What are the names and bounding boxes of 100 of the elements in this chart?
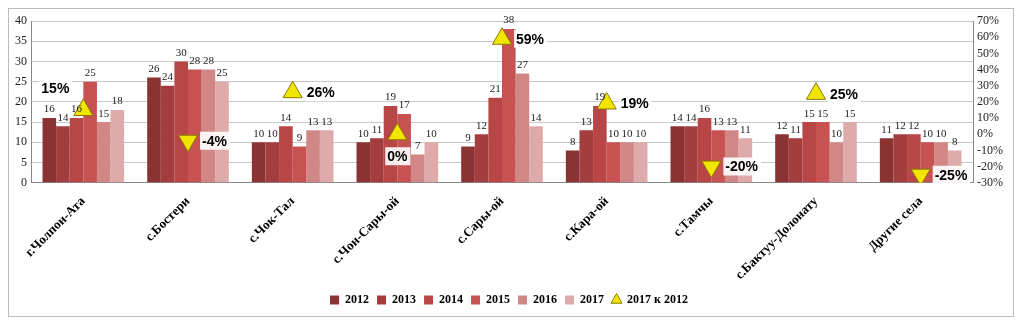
data-label: 9 [296, 130, 303, 143]
data-label: 16 [71, 102, 83, 115]
bar [670, 126, 685, 183]
y2-tick-label: -20% [977, 158, 1004, 173]
legend-label: 2017 [580, 292, 605, 307]
data-label: -4% [202, 132, 228, 149]
y2-tick-label: -30% [977, 174, 1004, 189]
bar [802, 122, 817, 183]
data-label: 13 [307, 114, 320, 127]
bar [356, 142, 371, 183]
data-label: 28 [202, 53, 215, 66]
bar [83, 81, 97, 183]
point [387, 122, 408, 141]
bar [265, 142, 280, 183]
y2-tick-label: 50% [977, 45, 1000, 60]
data-label: 13 [321, 114, 333, 127]
data-label: 24 [162, 70, 174, 83]
point [910, 168, 931, 183]
data-label: 12 [476, 118, 488, 131]
data-label: 15 [98, 106, 110, 119]
data-label: 38 [503, 13, 515, 26]
bar [370, 138, 384, 183]
data-label: 19 [385, 90, 397, 103]
data-label: 26 [148, 62, 160, 75]
bar [816, 122, 830, 183]
data-label: 10 [266, 126, 279, 139]
y-tick-label: 15 [15, 114, 27, 129]
data-label: 8 [951, 134, 958, 147]
data-label: 25% [830, 85, 859, 102]
bar [110, 109, 125, 183]
data-label: 10 [830, 126, 843, 139]
data-label: 18 [111, 94, 124, 107]
data-label: 12 [776, 118, 788, 131]
point [282, 80, 303, 99]
y2-tick-label: 70% [977, 13, 1000, 28]
data-label: 11 [881, 122, 892, 135]
data-label: 14 [685, 110, 697, 123]
data-label: 14 [57, 110, 69, 123]
data-label: 10 [621, 126, 634, 139]
bar [474, 134, 489, 183]
legend-label: 2014 [439, 292, 464, 307]
bar [251, 142, 266, 183]
bar [42, 118, 57, 183]
y2-tick-label: 10% [977, 110, 1000, 125]
data-label: 10 [357, 126, 370, 139]
data-label: 10 [921, 126, 934, 139]
data-label: -25% [934, 166, 968, 183]
legend-label: 2016 [533, 292, 558, 307]
data-label: 13 [712, 114, 725, 127]
data-label: 0% [387, 148, 409, 165]
bar [96, 122, 111, 183]
bar [410, 154, 425, 183]
legend-label: 2017 к 2012 [627, 292, 688, 307]
y2-tick-label: 0% [977, 126, 994, 141]
y-tick-label: 40 [15, 13, 27, 28]
data-label: 8 [569, 134, 576, 147]
data-label: 15 [817, 106, 829, 119]
data-label: 14 [671, 110, 684, 123]
bar [684, 126, 698, 183]
data-label: 16 [43, 102, 56, 115]
bar [879, 138, 894, 183]
y2-tick-label: -10% [977, 142, 1004, 157]
legend-label: 2012 [345, 292, 370, 307]
bar [529, 126, 543, 183]
bar [593, 105, 607, 183]
bar [633, 142, 648, 183]
data-label: 11 [790, 122, 801, 135]
y2-tick-label: 30% [977, 77, 1000, 92]
data-label: 15% [41, 79, 70, 96]
data-label: 21 [489, 82, 501, 95]
data-label: 59% [516, 30, 545, 47]
data-label: 13 [580, 114, 593, 127]
bar [788, 138, 803, 183]
legend-label: 2015 [486, 292, 511, 307]
data-label: 11 [740, 122, 751, 135]
y-tick-label: 0 [21, 174, 27, 189]
data-label: 15 [803, 106, 816, 119]
data-label: 15 [844, 106, 857, 119]
data-label: 7 [415, 138, 421, 151]
data-label: 10 [635, 126, 647, 139]
data-label: 16 [699, 102, 711, 115]
bar [56, 126, 70, 183]
bar [306, 130, 320, 183]
data-label: 26% [306, 84, 336, 101]
bar [829, 142, 844, 183]
y-tick-label: 25 [15, 73, 27, 88]
y-tick-label: 30 [15, 53, 27, 68]
bar [620, 142, 634, 183]
bar [515, 73, 530, 183]
data-label: 12 [894, 118, 906, 131]
bar [292, 146, 307, 183]
y-tick-label: 5 [21, 154, 27, 169]
data-label: 25 [84, 66, 97, 79]
bar [160, 85, 175, 183]
data-label: 30 [175, 45, 188, 58]
bar [147, 77, 161, 183]
data-label: 28 [189, 53, 201, 66]
bar [606, 142, 621, 183]
bar [893, 134, 908, 183]
y-tick-label: 35 [15, 33, 27, 48]
